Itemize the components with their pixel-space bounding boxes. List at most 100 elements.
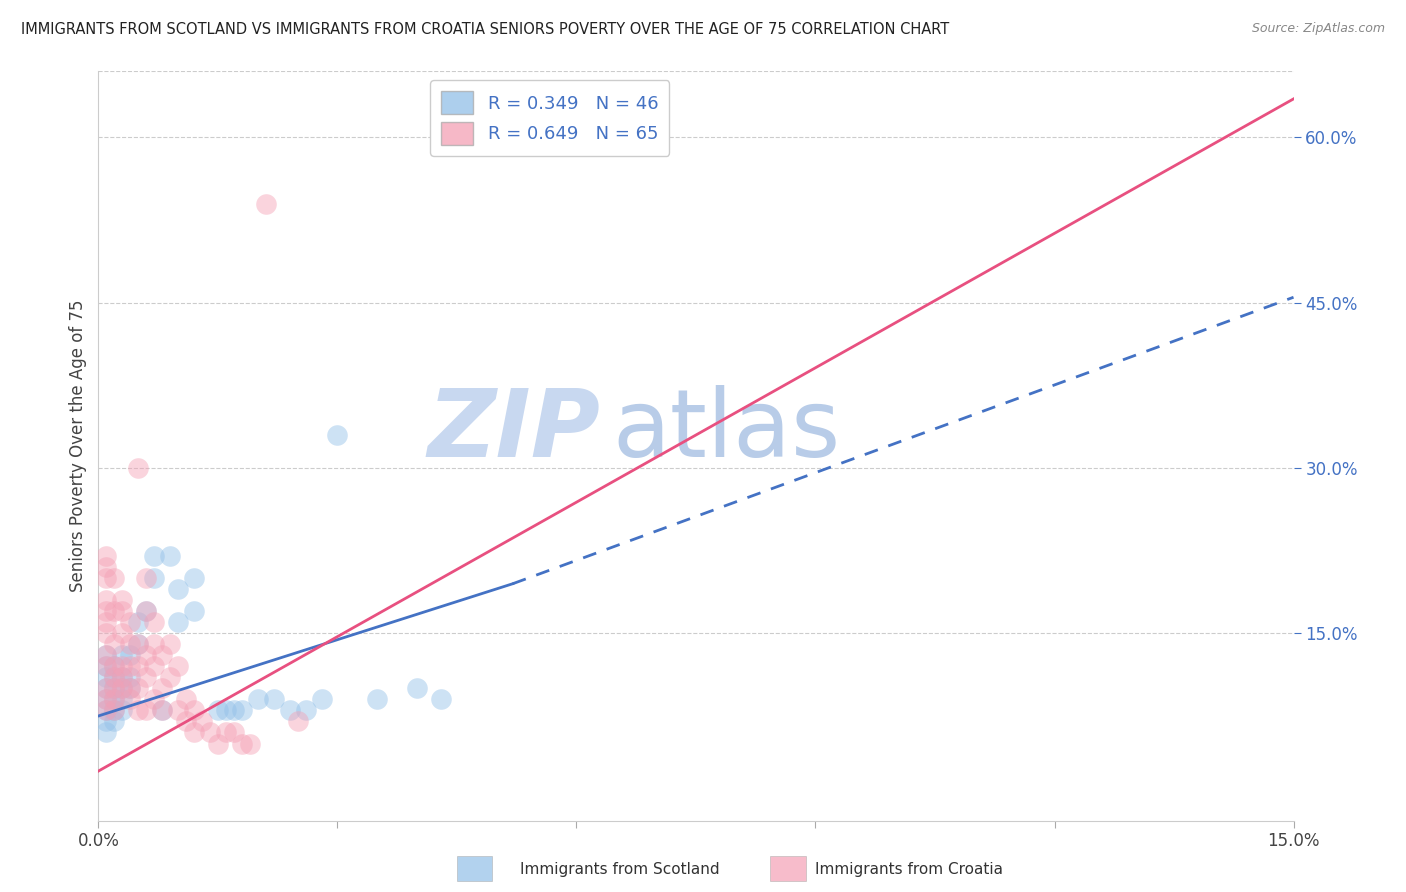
Point [135,670,157,684]
Point [96,692,118,706]
Point [103,659,125,673]
Point [111,681,134,696]
Point [127,637,149,651]
Point [263,692,285,706]
Point [120,681,142,696]
Point [198,725,221,739]
Point [120,648,142,663]
Point [167,582,190,597]
Point [120,615,142,630]
Point [96,593,118,607]
Point [96,659,118,673]
Point [111,626,134,640]
Point [96,703,118,717]
Point [111,670,134,684]
Point [159,637,181,651]
Point [96,626,118,640]
Point [167,703,190,717]
Point [174,692,197,706]
Point [150,703,173,717]
Y-axis label: Seniors Poverty Over the Age of 75: Seniors Poverty Over the Age of 75 [69,300,87,592]
Point [254,196,277,211]
Point [287,714,309,729]
Point [183,604,205,618]
Point [127,461,149,475]
Point [103,604,125,618]
Point [191,714,214,729]
Point [159,549,181,564]
Point [96,681,118,696]
Point [96,670,118,684]
Text: ZIP: ZIP [427,385,600,477]
Point [183,703,205,717]
Point [207,703,229,717]
Text: Source: ZipAtlas.com: Source: ZipAtlas.com [1251,22,1385,36]
Point [150,681,173,696]
Point [96,571,118,585]
Point [96,549,118,564]
Point [143,659,166,673]
Point [111,703,134,717]
Text: Immigrants from Scotland: Immigrants from Scotland [520,863,720,877]
Point [120,659,142,673]
Point [294,703,316,717]
Point [103,571,125,585]
Point [96,703,118,717]
Point [96,604,118,618]
Point [326,428,349,442]
Point [120,692,142,706]
Point [143,615,166,630]
Point [96,681,118,696]
Legend: R = 0.349   N = 46, R = 0.649   N = 65: R = 0.349 N = 46, R = 0.649 N = 65 [430,80,669,156]
Point [120,681,142,696]
Point [103,714,125,729]
Point [127,659,149,673]
Point [111,648,134,663]
Point [167,615,190,630]
Point [103,703,125,717]
Point [135,703,157,717]
Point [183,725,205,739]
Point [103,681,125,696]
Point [143,692,166,706]
Point [246,692,269,706]
Point [183,571,205,585]
Point [143,549,166,564]
Point [278,703,301,717]
Point [103,670,125,684]
Point [96,560,118,574]
Point [135,604,157,618]
Point [96,714,118,729]
Point [111,692,134,706]
Point [215,703,238,717]
Point [406,681,429,696]
Point [207,737,229,751]
Point [239,737,262,751]
Point [215,725,238,739]
Point [111,604,134,618]
Text: IMMIGRANTS FROM SCOTLAND VS IMMIGRANTS FROM CROATIA SENIORS POVERTY OVER THE AGE: IMMIGRANTS FROM SCOTLAND VS IMMIGRANTS F… [21,22,949,37]
Point [111,659,134,673]
Point [103,681,125,696]
Point [103,659,125,673]
Point [103,637,125,651]
Point [174,714,197,729]
Point [231,737,253,751]
Text: Immigrants from Croatia: Immigrants from Croatia [815,863,1004,877]
Point [135,648,157,663]
Point [135,571,157,585]
Point [96,725,118,739]
Point [127,703,149,717]
Text: atlas: atlas [613,385,841,477]
Point [167,659,190,673]
Point [430,692,453,706]
Point [111,593,134,607]
Point [96,615,118,630]
Point [96,648,118,663]
Point [127,615,149,630]
Point [127,681,149,696]
Point [366,692,388,706]
Point [111,681,134,696]
Point [222,703,245,717]
Point [135,604,157,618]
